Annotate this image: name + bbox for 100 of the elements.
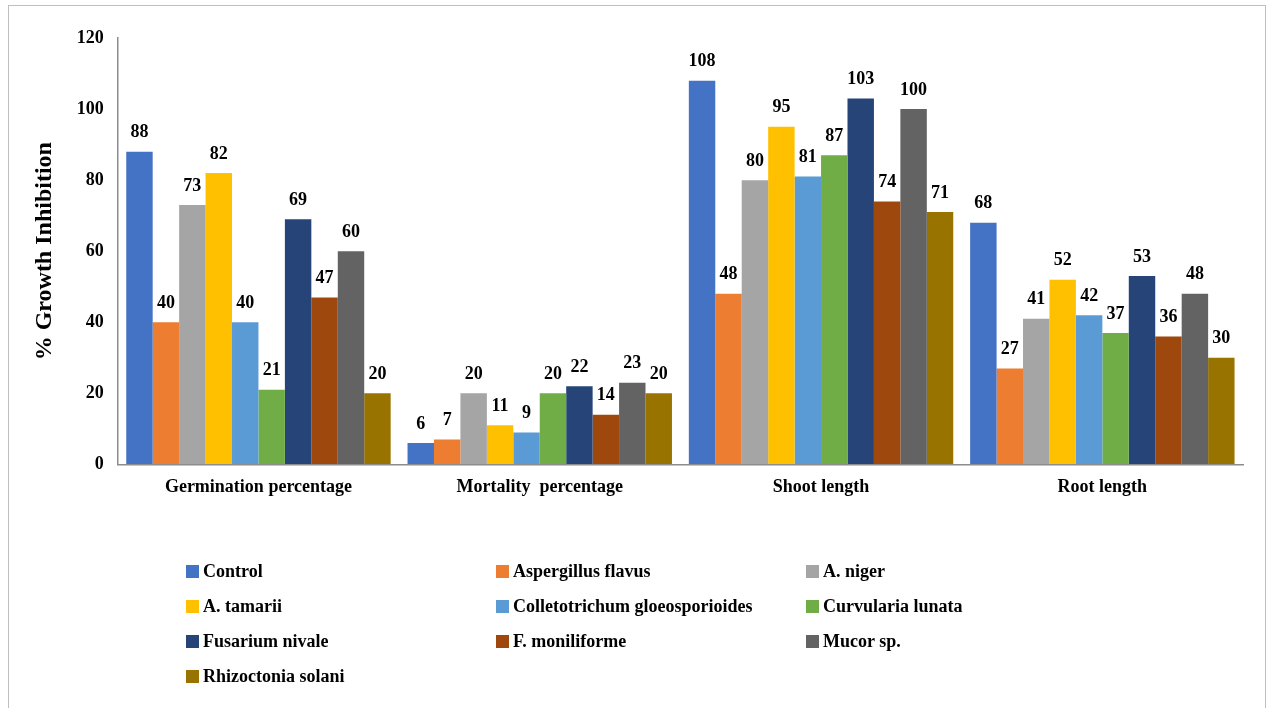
- bar: [126, 151, 153, 464]
- bar: [284, 219, 312, 464]
- bar: [821, 155, 848, 464]
- bar: [311, 297, 338, 464]
- y-tick-label: 20: [85, 381, 104, 402]
- legend-label: Aspergillus flavus: [513, 561, 651, 582]
- data-label: 40: [156, 291, 175, 312]
- data-label: 103: [847, 68, 875, 89]
- y-tick-label: 80: [85, 168, 104, 189]
- bar: [566, 386, 593, 464]
- bar: [513, 432, 540, 464]
- data-label: 30: [1212, 327, 1231, 348]
- x-tick-label: Root length: [1057, 475, 1148, 496]
- data-label: 23: [623, 352, 642, 373]
- data-label: 36: [1159, 306, 1178, 327]
- legend-label: Mucor sp.: [823, 631, 901, 652]
- data-label: 68: [974, 192, 993, 213]
- bar: [337, 251, 365, 464]
- bar: [364, 393, 391, 464]
- bar: [970, 222, 997, 464]
- data-label: 71: [931, 181, 950, 202]
- legend-label: A. niger: [823, 561, 885, 582]
- data-label: 41: [1027, 288, 1046, 309]
- bar: [1102, 332, 1129, 464]
- bar: [873, 201, 901, 464]
- y-tick-label: 0: [94, 453, 104, 474]
- bar: [794, 176, 822, 464]
- data-label: 74: [878, 171, 897, 192]
- data-label: 73: [183, 174, 202, 195]
- bar: [486, 425, 514, 464]
- bar: [1208, 357, 1235, 464]
- legend-label: Fusarium nivale: [203, 631, 329, 652]
- bar: [179, 205, 206, 464]
- data-label: 53: [1133, 245, 1152, 266]
- y-axis-title: % Growth Inhibition: [29, 142, 56, 361]
- data-label: 20: [543, 362, 562, 383]
- data-label: 108: [688, 50, 716, 71]
- data-label: 100: [900, 78, 928, 99]
- x-tick-label: Shoot length: [772, 475, 870, 496]
- data-label: 21: [262, 359, 281, 380]
- data-label: 42: [1080, 284, 1099, 305]
- data-label: 37: [1106, 302, 1125, 323]
- bar: [539, 393, 567, 464]
- y-tick-label: 120: [76, 26, 104, 47]
- bar: [926, 212, 954, 464]
- data-label: 9: [522, 402, 532, 423]
- legend-label: Curvularia lunata: [823, 596, 963, 617]
- bar: [232, 322, 259, 464]
- data-label: 47: [315, 267, 334, 288]
- legend-label: Rhizoctonia solani: [203, 666, 345, 687]
- bar: [715, 293, 742, 464]
- bar: [1128, 276, 1156, 464]
- bar: [1181, 293, 1209, 464]
- data-label: 40: [236, 291, 255, 312]
- data-label: 6: [416, 412, 426, 433]
- bar: [1049, 279, 1076, 464]
- bar: [741, 180, 769, 464]
- bar: [1075, 315, 1103, 464]
- data-label: 20: [464, 362, 483, 383]
- y-tick-label: 40: [85, 310, 104, 331]
- data-label: 95: [772, 96, 791, 117]
- data-label: 81: [798, 146, 817, 167]
- bar: [460, 393, 487, 464]
- data-label: 87: [825, 124, 844, 145]
- legend-label: Control: [203, 561, 263, 582]
- legend-label: F. moniliforme: [513, 631, 627, 652]
- bar: [996, 368, 1024, 464]
- x-tick-label: Germination percentage: [164, 475, 353, 496]
- data-label: 48: [1185, 263, 1204, 284]
- bar: [688, 80, 716, 464]
- data-label: 27: [1000, 338, 1019, 359]
- bar: [433, 439, 461, 464]
- y-tick-label: 60: [85, 239, 104, 260]
- data-label: 20: [368, 362, 387, 383]
- data-label: 52: [1053, 249, 1072, 270]
- data-label: 7: [442, 409, 452, 430]
- data-label: 14: [596, 384, 615, 405]
- bar: [1155, 336, 1182, 464]
- bar: [407, 443, 434, 464]
- data-label: 88: [130, 121, 149, 142]
- x-tick-label: Mortality percentage: [456, 475, 624, 496]
- data-label: 60: [342, 220, 360, 241]
- data-label: 20: [649, 362, 668, 383]
- bar: [768, 126, 795, 464]
- bar: [592, 414, 620, 464]
- data-label: 69: [289, 188, 308, 209]
- data-label: 48: [719, 263, 738, 284]
- bar: [205, 173, 233, 464]
- data-label: 22: [570, 355, 589, 376]
- legend-label: Colletotrichum gloeosporioides: [513, 596, 753, 617]
- bar: [152, 322, 180, 464]
- data-label: 82: [209, 142, 228, 163]
- legend-label: A. tamarii: [203, 596, 282, 617]
- bar: [1023, 318, 1050, 464]
- y-tick-label: 100: [76, 97, 104, 118]
- data-label: 11: [491, 394, 509, 415]
- data-label: 80: [745, 149, 764, 170]
- bar: [900, 109, 927, 464]
- bar: [847, 98, 874, 464]
- bar: [619, 382, 646, 464]
